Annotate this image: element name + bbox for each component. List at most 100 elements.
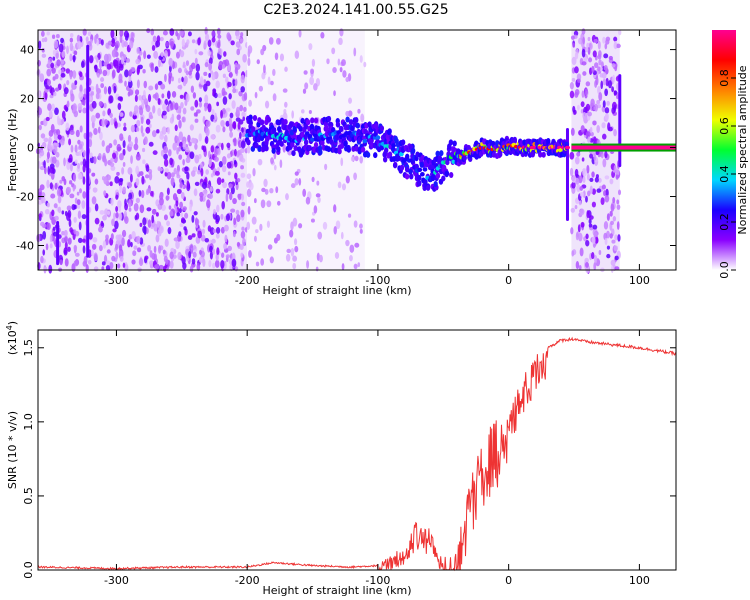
noise-speck — [247, 45, 253, 54]
noise-speck — [74, 80, 78, 86]
noise-speck — [598, 59, 602, 66]
noise-speck — [56, 115, 60, 123]
noise-speck — [81, 98, 85, 105]
noise-speck — [164, 98, 169, 106]
noise-speck — [264, 100, 270, 109]
noise-speck — [604, 88, 609, 97]
noise-speck — [92, 187, 98, 193]
noise-speck — [179, 201, 184, 209]
noise-speck — [91, 196, 97, 205]
noise-speck — [173, 167, 177, 175]
noise-speck — [593, 254, 598, 264]
noise-speck — [248, 182, 254, 191]
ridge-halo-speck — [444, 170, 450, 177]
noise-speck — [176, 188, 182, 195]
noise-speck — [124, 261, 128, 270]
noise-speck — [185, 157, 191, 164]
noise-speck — [169, 251, 174, 260]
noise-speck — [57, 206, 62, 214]
noise-speck — [47, 140, 52, 150]
noise-speck — [618, 29, 622, 36]
noise-speck — [585, 103, 591, 112]
noise-speck — [100, 77, 105, 83]
noise-speck — [171, 76, 174, 82]
noise-speck — [581, 28, 586, 35]
noise-speck — [243, 92, 248, 101]
noise-speck — [82, 245, 86, 254]
noise-speck — [138, 189, 142, 197]
noise-speck — [611, 107, 616, 114]
noise-speck — [146, 207, 152, 212]
noise-speck — [163, 153, 168, 160]
noise-speck — [136, 79, 140, 89]
ridge-halo-speck — [250, 126, 256, 133]
noise-speck — [58, 142, 61, 148]
noise-speck — [579, 247, 584, 257]
noise-speck — [316, 180, 320, 186]
noise-speck — [74, 252, 80, 257]
noise-speck — [290, 247, 295, 257]
noise-speck — [66, 45, 69, 55]
noise-speck — [159, 36, 164, 42]
noise-speck — [42, 197, 46, 204]
noise-speck — [128, 207, 132, 212]
noise-speck — [349, 244, 355, 253]
noise-speck — [92, 237, 98, 243]
noise-speck — [589, 177, 594, 183]
noise-speck — [167, 227, 172, 235]
noise-speck — [345, 110, 350, 117]
noise-speck — [208, 150, 211, 159]
ridge-halo-speck — [307, 145, 312, 152]
noise-speck — [302, 188, 307, 198]
noise-speck — [234, 66, 238, 75]
noise-speck — [77, 237, 83, 244]
noise-speck — [138, 50, 143, 56]
noise-speck — [128, 199, 132, 208]
noise-speck — [160, 149, 165, 157]
noise-speck — [315, 193, 321, 198]
ridge-halo-speck — [288, 121, 294, 128]
ridge-core-speck — [310, 137, 315, 142]
noise-speck — [596, 100, 601, 105]
noise-speck — [225, 120, 230, 127]
noise-speck — [203, 71, 208, 76]
noise-speck — [232, 197, 237, 205]
noise-speck — [69, 53, 73, 62]
noise-speck — [111, 69, 116, 79]
noise-speck — [602, 36, 606, 44]
noise-speck — [251, 216, 257, 225]
noise-speck — [205, 169, 209, 175]
noise-speck — [70, 144, 74, 153]
noise-speck — [212, 228, 217, 234]
ridge-halo-speck — [405, 153, 410, 160]
noise-speck — [43, 137, 49, 143]
noise-speck — [601, 184, 606, 190]
noise-speck — [71, 82, 75, 91]
noise-speck — [298, 29, 302, 38]
noise-speck — [578, 264, 582, 271]
noise-speck — [146, 28, 151, 34]
noise-speck — [236, 48, 241, 56]
noise-speck — [591, 252, 595, 260]
noise-speck — [339, 28, 344, 37]
noise-speck — [148, 141, 154, 147]
ridge-halo-speck — [462, 154, 467, 161]
noise-speck — [150, 63, 154, 73]
noise-speck — [204, 237, 210, 243]
noise-speck — [142, 217, 147, 226]
noise-speck — [220, 120, 225, 127]
noise-speck — [110, 117, 114, 126]
noise-speck — [112, 228, 117, 233]
noise-speck — [215, 188, 221, 194]
noise-speck — [51, 209, 55, 217]
noise-speck — [139, 222, 143, 228]
x-tick-label: -200 — [235, 574, 260, 587]
noise-speck — [66, 100, 70, 108]
ridge-peak-speck — [564, 145, 571, 150]
noise-speck — [211, 36, 216, 43]
noise-speck — [88, 232, 93, 240]
noise-speck — [192, 92, 197, 99]
noise-speck — [337, 181, 342, 189]
noise-speck — [208, 193, 214, 200]
noise-speck — [44, 208, 50, 215]
